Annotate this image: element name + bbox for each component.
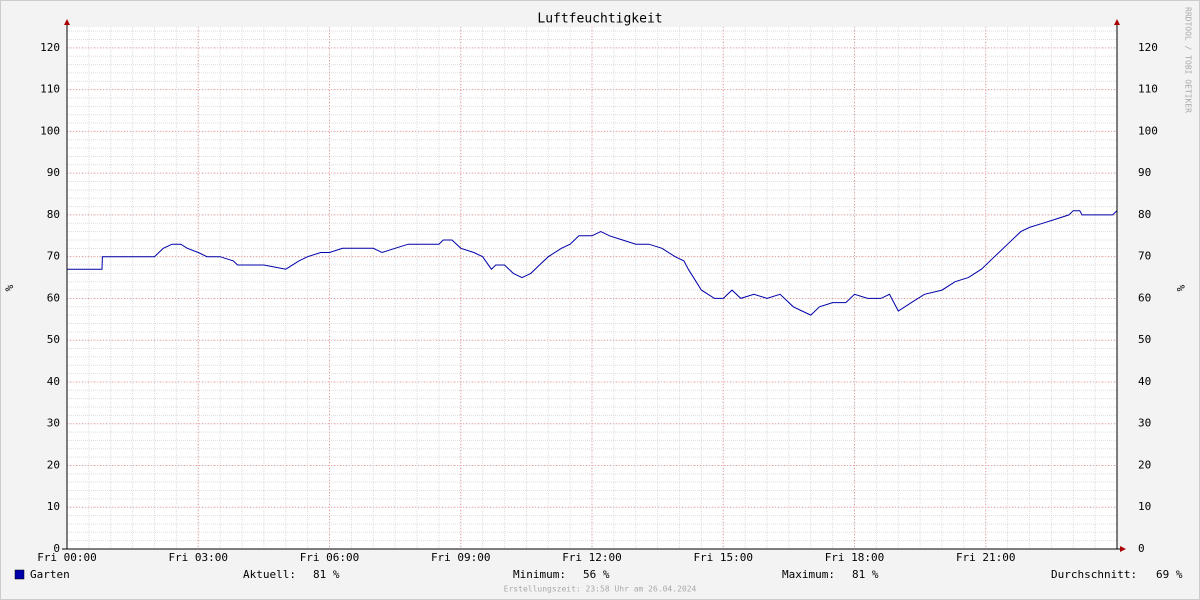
y2-tick-label: 70 <box>1138 250 1151 263</box>
series-line <box>67 210 1118 316</box>
axis-arrow <box>1120 546 1126 552</box>
x-tick-label: Fri 00:00 <box>37 551 97 564</box>
y2-tick-label: 0 <box>1138 542 1145 555</box>
y-tick-label: 70 <box>47 250 60 263</box>
x-tick-label: Fri 03:00 <box>168 551 228 564</box>
x-tick-label: Fri 06:00 <box>300 551 360 564</box>
stat-label: Aktuell: <box>243 568 296 581</box>
x-tick-label: Fri 21:00 <box>956 551 1016 564</box>
legend-swatch <box>14 569 25 580</box>
marks <box>67 210 1118 316</box>
y-tick-label: 10 <box>47 500 60 513</box>
y2-tick-label: 20 <box>1138 458 1151 471</box>
x-tick-label: Fri 18:00 <box>825 551 885 564</box>
y-axis-label: % <box>3 284 16 291</box>
stat-value: 81 % <box>852 568 879 581</box>
footer: Erstellungszeit: 23:58 Uhr am 26.04.2024 <box>504 585 697 594</box>
y2-tick-label: 90 <box>1138 166 1151 179</box>
y2-tick-label: 10 <box>1138 500 1151 513</box>
x-tick-label: Fri 09:00 <box>431 551 491 564</box>
y-tick-label: 40 <box>47 375 60 388</box>
y2-tick-label: 110 <box>1138 83 1158 96</box>
y-tick-label: 90 <box>47 166 60 179</box>
chart-title: Luftfeuchtigkeit <box>537 12 662 27</box>
stat-label: Minimum: <box>513 568 566 581</box>
stat-value: 81 % <box>313 568 340 581</box>
stat-label: Durchschnitt: <box>1051 568 1137 581</box>
y-tick-label: 110 <box>40 83 60 96</box>
y2-tick-label: 60 <box>1138 291 1151 304</box>
axis-arrow <box>1114 19 1120 25</box>
y-tick-label: 120 <box>40 41 60 54</box>
y-tick-label: 20 <box>47 458 60 471</box>
y2-tick-label: 50 <box>1138 333 1151 346</box>
stat-value: 69 % <box>1156 568 1183 581</box>
y-tick-label: 80 <box>47 208 60 221</box>
y-tick-label: 50 <box>47 333 60 346</box>
watermark: RRDTOOL / TOBI OETIKER <box>1184 7 1193 113</box>
y-tick-label: 30 <box>47 417 60 430</box>
axis-arrow <box>64 19 70 25</box>
y2-tick-label: 100 <box>1138 124 1158 137</box>
x-tick-label: Fri 15:00 <box>693 551 753 564</box>
y2-tick-label: 120 <box>1138 41 1158 54</box>
y2-tick-label: 80 <box>1138 208 1151 221</box>
y-tick-label: 0 <box>53 542 60 555</box>
stat-value: 56 % <box>583 568 610 581</box>
x-tick-label: Fri 12:00 <box>562 551 622 564</box>
y-tick-label: 100 <box>40 124 60 137</box>
stat-label: Maximum: <box>782 568 835 581</box>
legend-label: Garten <box>30 568 70 581</box>
y-tick-label: 60 <box>47 291 60 304</box>
y2-tick-label: 40 <box>1138 375 1151 388</box>
y2-axis-label: % <box>1174 285 1187 292</box>
y2-tick-label: 30 <box>1138 417 1151 430</box>
